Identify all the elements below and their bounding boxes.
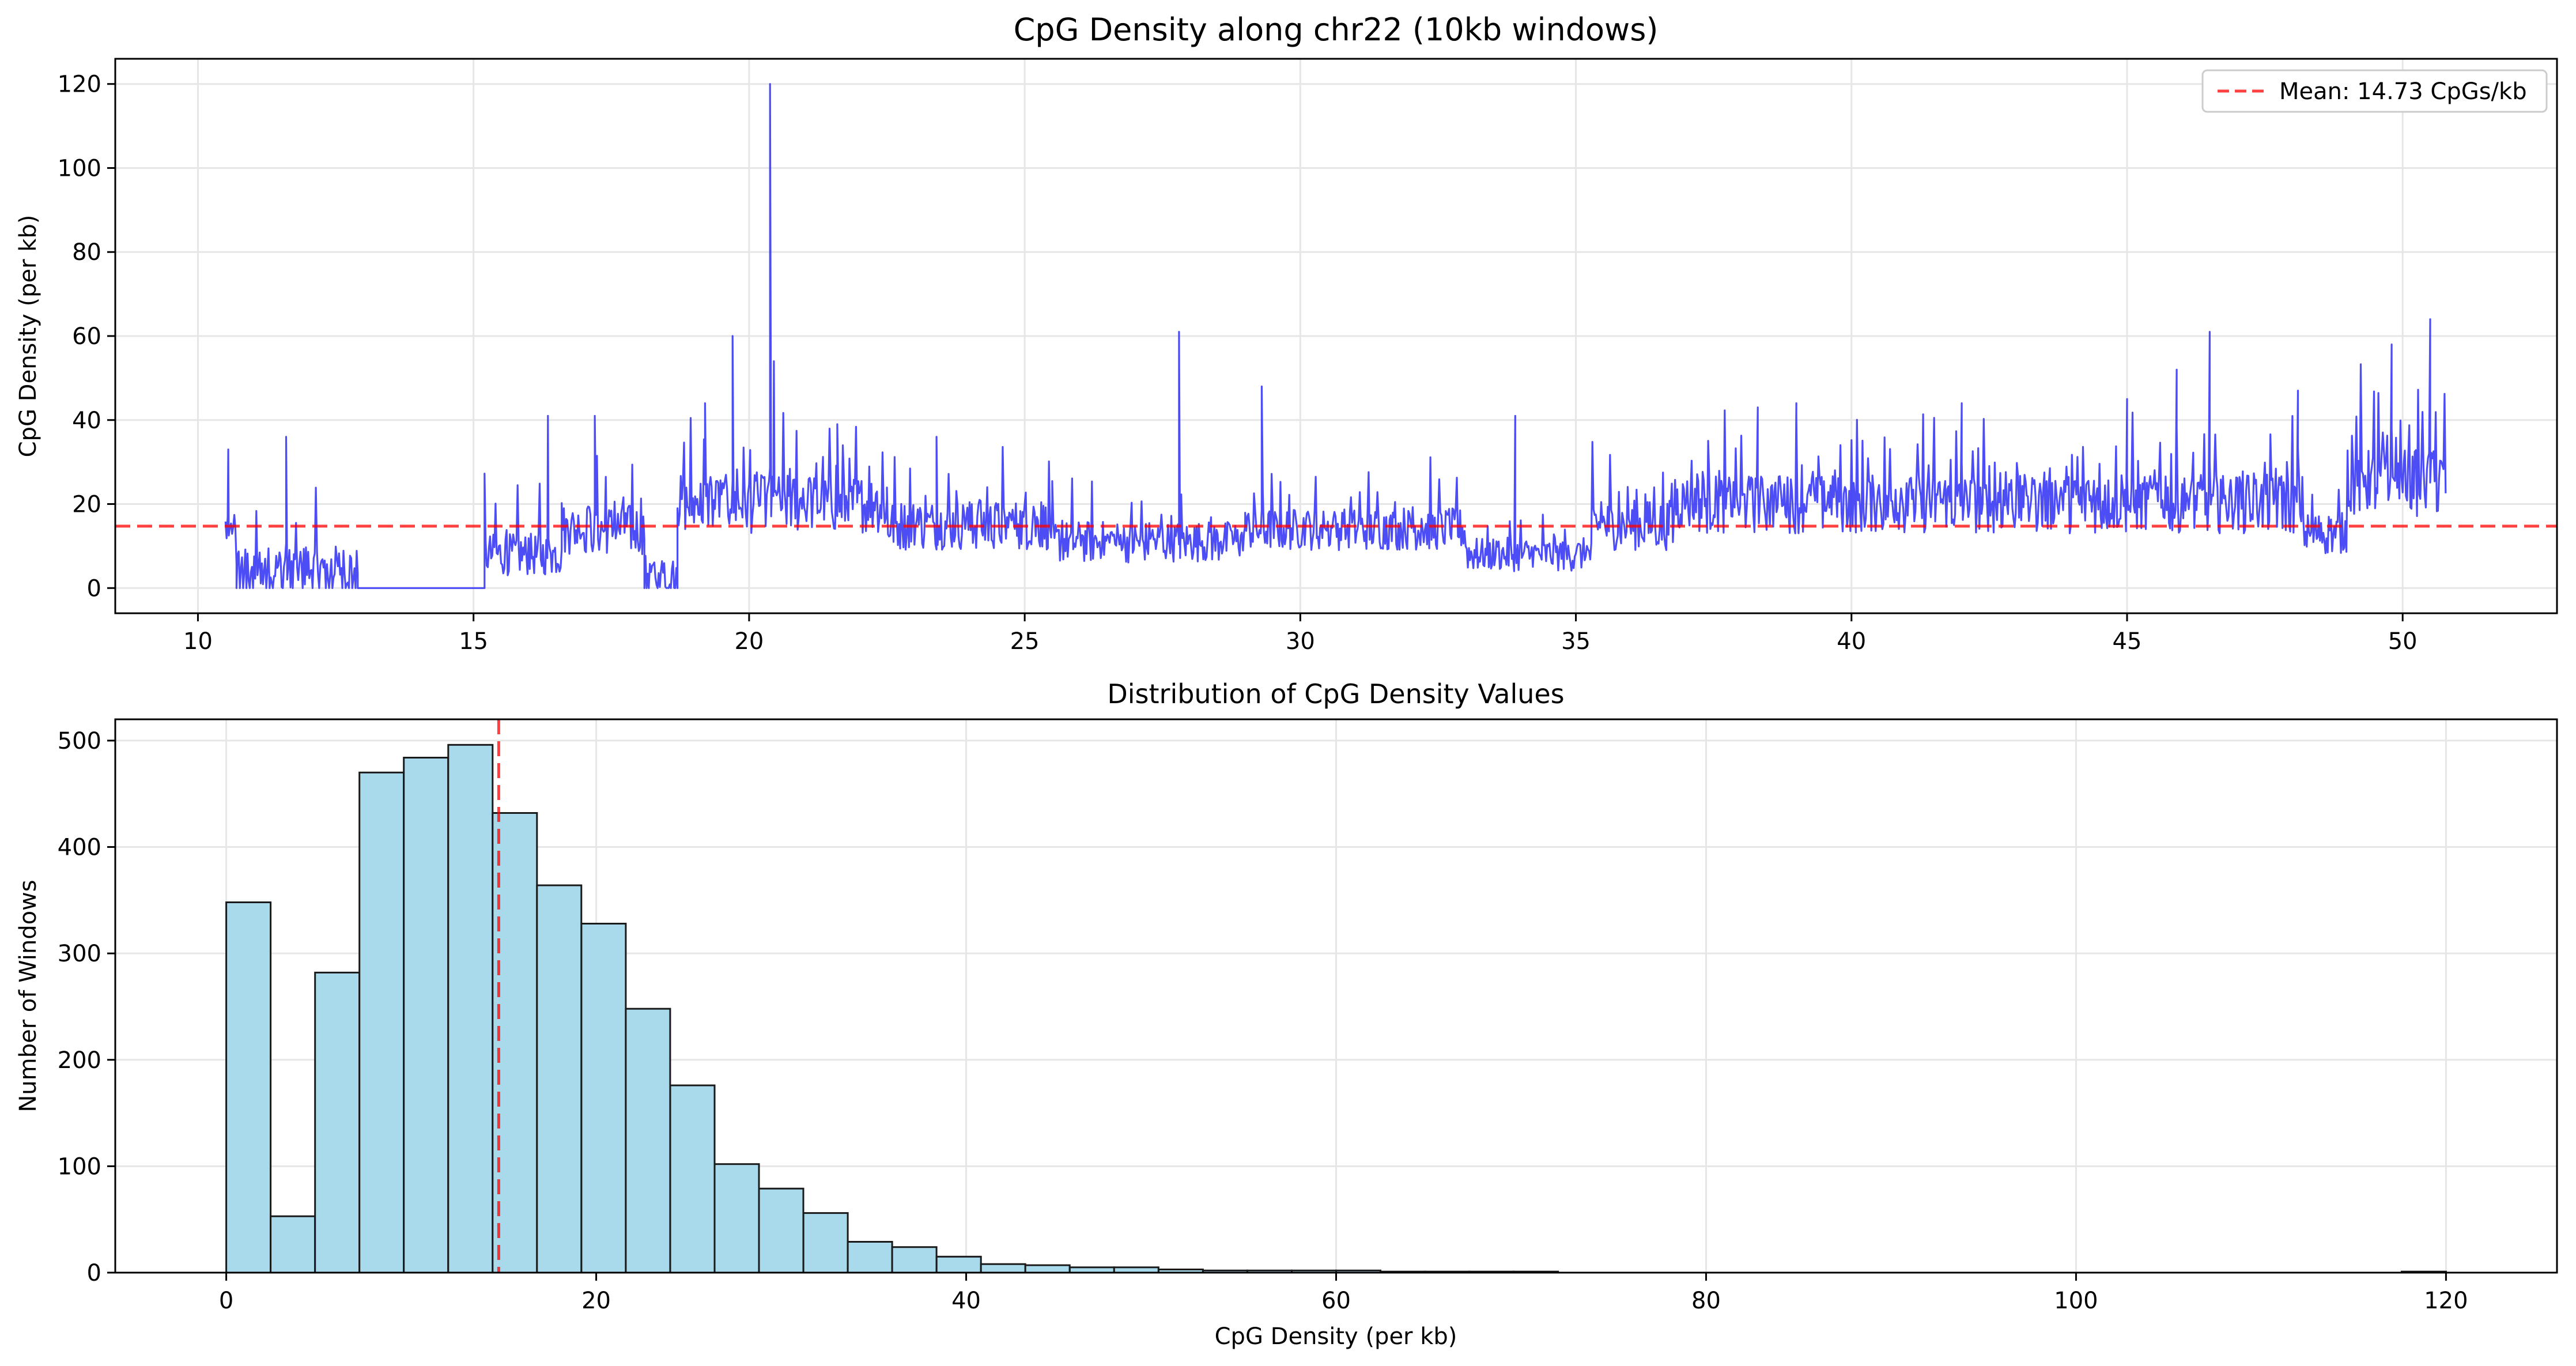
density-series-line <box>224 83 2447 589</box>
bottom-x-tick-label: 20 <box>581 1288 611 1314</box>
bottom-x-tick-label: 100 <box>2054 1288 2098 1314</box>
bottom-y-tick-label: 0 <box>87 1260 101 1286</box>
top-density-line <box>224 83 2447 589</box>
top-x-tick-label: 35 <box>1561 628 1591 655</box>
top-x-ticks: 10 15 20 25 30 35 40 45 50 <box>183 613 2418 655</box>
top-x-tick-label: 50 <box>2388 628 2418 655</box>
histogram-bars <box>225 744 2447 1274</box>
top-x-tick-label: 20 <box>734 628 764 655</box>
bottom-y-axis-label: Number of Windows <box>15 880 41 1112</box>
top-y-axis-label: CpG Density (per kb) <box>15 215 41 458</box>
bottom-panel: Distribution of CpG Density Values 0 20 40… <box>15 678 2558 1350</box>
top-y-tick-label: 80 <box>72 239 101 266</box>
legend-box <box>2201 69 2548 113</box>
top-x-tick-label: 30 <box>1286 628 1315 655</box>
top-y-tick-label: 120 <box>58 71 101 98</box>
histogram-bar <box>891 1246 938 1274</box>
top-y-tick-label: 40 <box>72 407 101 434</box>
top-x-tick-label: 15 <box>459 628 488 655</box>
histogram-bar <box>980 1263 1026 1274</box>
histogram-bar <box>270 1215 316 1274</box>
histogram-bar <box>847 1241 893 1274</box>
top-y-tick-label: 20 <box>72 492 101 518</box>
histogram-bar <box>447 744 494 1274</box>
legend-mean-label: Mean: 14.73 CpGs/kb <box>2279 78 2527 105</box>
bottom-y-tick-label: 400 <box>58 835 101 861</box>
histogram-bar <box>492 812 538 1274</box>
top-x-tick-label: 10 <box>183 628 213 655</box>
top-chart-title: CpG Density along chr22 (10kb windows) <box>1014 12 1659 48</box>
histogram-bar <box>713 1163 760 1274</box>
histogram-bar <box>580 923 627 1274</box>
top-x-tick-label: 25 <box>1010 628 1040 655</box>
bottom-x-tick-label: 0 <box>219 1288 233 1314</box>
top-x-tick-label: 40 <box>1837 628 1866 655</box>
top-x-tick-label: 45 <box>2113 628 2142 655</box>
bottom-y-ticks: 0 100 200 300 400 500 <box>58 728 115 1286</box>
top-y-tick-label: 100 <box>58 155 101 182</box>
bottom-y-tick-label: 200 <box>58 1047 101 1074</box>
bottom-y-tick-label: 300 <box>58 941 101 967</box>
histogram-bar <box>225 901 272 1274</box>
bottom-x-tick-label: 120 <box>2424 1288 2468 1314</box>
top-panel: CpG Density along chr22 (10kb windows) 1… <box>15 12 2558 655</box>
histogram-bar <box>536 884 583 1274</box>
top-legend: Mean: 14.73 CpGs/kb <box>2201 69 2548 113</box>
bottom-chart-title: Distribution of CpG Density Values <box>1107 678 1564 710</box>
bottom-y-tick-label: 500 <box>58 728 101 754</box>
bottom-x-tick-label: 80 <box>1691 1288 1721 1314</box>
histogram-bar <box>669 1084 716 1274</box>
histogram-bar <box>625 1007 671 1274</box>
bottom-y-tick-label: 100 <box>58 1153 101 1180</box>
histogram-bar <box>314 971 361 1274</box>
top-y-tick-label: 60 <box>72 323 101 350</box>
histogram-bar <box>935 1255 982 1274</box>
top-gridlines <box>115 59 2557 613</box>
top-y-tick-label: 0 <box>87 575 101 602</box>
histogram-bar <box>403 757 450 1274</box>
histogram-bar <box>802 1212 849 1274</box>
bottom-x-tick-label: 60 <box>1321 1288 1351 1314</box>
bottom-x-tick-label: 40 <box>951 1288 981 1314</box>
histogram-bar <box>1024 1264 1071 1274</box>
histogram-bar <box>758 1187 804 1274</box>
bottom-x-ticks: 0 20 40 60 80 100 120 <box>219 1273 2468 1314</box>
bottom-x-axis-label: CpG Density (per kb) <box>1215 1323 1457 1350</box>
histogram-bar <box>358 771 405 1274</box>
top-y-ticks: 0 20 40 60 80 100 120 <box>58 71 115 602</box>
